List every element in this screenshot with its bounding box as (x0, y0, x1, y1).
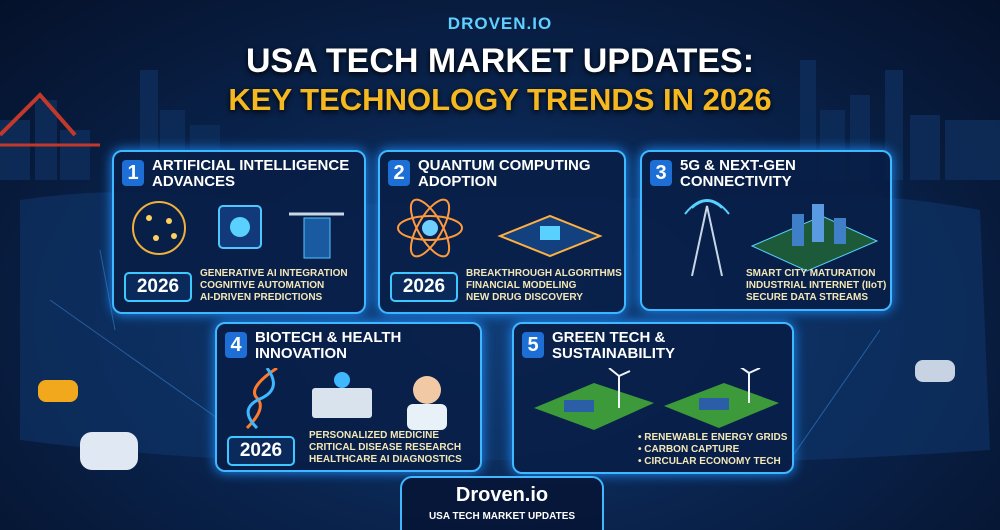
item: INDUSTRIAL INTERNET (IIoT) (746, 280, 887, 291)
card-items: RENEWABLE ENERGY GRIDSCARBON CAPTURECIRC… (638, 432, 787, 468)
trend-card: 4 BIOTECH & HEALTH INNOVATION 2026 PERSON… (215, 322, 482, 472)
title-line: CONNECTIVITY (680, 173, 792, 190)
footer-logo: Droven.io (455, 484, 549, 506)
subtitle: KEY TECHNOLOGY TRENDS IN 2026 (228, 82, 772, 117)
title-line: BIOTECH & HEALTH (255, 329, 402, 346)
card-number: 3 (650, 160, 672, 186)
item: CARBON CAPTURE (638, 444, 787, 456)
year-badge: 2026 (390, 272, 458, 302)
item: HEALTHCARE AI DIAGNOSTICS (309, 454, 462, 465)
brand: DROVEN.IO (447, 14, 553, 33)
item: CRITICAL DISEASE RESEARCH (309, 442, 462, 453)
card-items: BREAKTHROUGH ALGORITHMS FINANCIAL MODELIN… (466, 268, 622, 304)
year-badge: 2026 (227, 436, 295, 466)
trend-card: 3 5G & NEXT-GEN CONNECTIVITY SMART CITY M… (640, 150, 892, 311)
trend-card: 2 QUANTUM COMPUTING ADOPTION 2026 BREAKTH… (378, 150, 626, 314)
card-title: GREEN TECH & SUSTAINABILITY (552, 330, 675, 362)
title-line: INNOVATION (255, 345, 347, 362)
card-title: QUANTUM COMPUTING ADOPTION (418, 158, 591, 190)
greentech-illustration (534, 368, 779, 430)
title-line: SUSTAINABILITY (552, 345, 676, 362)
ai-illustration (132, 201, 344, 259)
item: SECURE DATA STREAMS (746, 292, 869, 303)
card-number: 4 (225, 332, 247, 358)
item: FINANCIAL MODELING (466, 280, 577, 291)
card-title: ARTIFICIAL INTELLIGENCE ADVANCES (152, 158, 349, 190)
quantum-illustration (397, 198, 603, 258)
card-items: GENERATIVE AI INTEGRATION COGNITIVE AUTOM… (200, 268, 348, 304)
card-title: 5G & NEXT-GEN CONNECTIVITY (680, 158, 796, 190)
item: PERSONALIZED MEDICINE (309, 430, 440, 441)
title-line: 5G & NEXT-GEN (680, 157, 796, 174)
title-line: ARTIFICIAL INTELLIGENCE (152, 157, 350, 174)
item: COGNITIVE AUTOMATION (200, 280, 325, 291)
title: USA TECH MARKET UPDATES: (245, 42, 755, 80)
trend-card: 5 GREEN TECH &SUSTAINABILITY RENEWABLE E… (512, 322, 794, 474)
year-badge: 2026 (124, 272, 192, 302)
footer: Droven.io USA TECH MARKET UPDATES (400, 476, 604, 530)
title-line: QUANTUM COMPUTING (418, 157, 591, 174)
item: GENERATIVE AI INTEGRATION (200, 268, 348, 279)
connectivity-illustration (684, 199, 879, 276)
card-title: BIOTECH & HEALTH INNOVATION (255, 330, 401, 362)
biotech-illustration (245, 368, 447, 430)
item: RENEWABLE ENERGY GRIDS (638, 432, 787, 444)
card-items: PERSONALIZED MEDICINE CRITICAL DISEASE RE… (309, 430, 462, 466)
item: CIRCULAR ECONOMY TECH (638, 456, 787, 468)
item: AI-DRIVEN PREDICTIONS (200, 292, 323, 303)
item: SMART CITY MATURATION (746, 268, 876, 279)
trend-card: 1 ARTIFICIAL INTELLIGENCE ADVANCES 2026 G… (112, 150, 366, 314)
title-line: ADVANCES (152, 173, 236, 190)
card-number: 1 (122, 160, 144, 186)
card-number: 2 (388, 160, 410, 186)
title-line: GREEN TECH & (552, 329, 666, 346)
item: BREAKTHROUGH ALGORITHMS (466, 268, 622, 279)
card-number: 5 (522, 332, 544, 358)
title-line: ADOPTION (418, 173, 498, 190)
item: NEW DRUG DISCOVERY (466, 292, 583, 303)
card-items: SMART CITY MATURATION INDUSTRIAL INTERNET… (746, 268, 886, 304)
footer-tagline: USA TECH MARKET UPDATES (428, 511, 576, 522)
